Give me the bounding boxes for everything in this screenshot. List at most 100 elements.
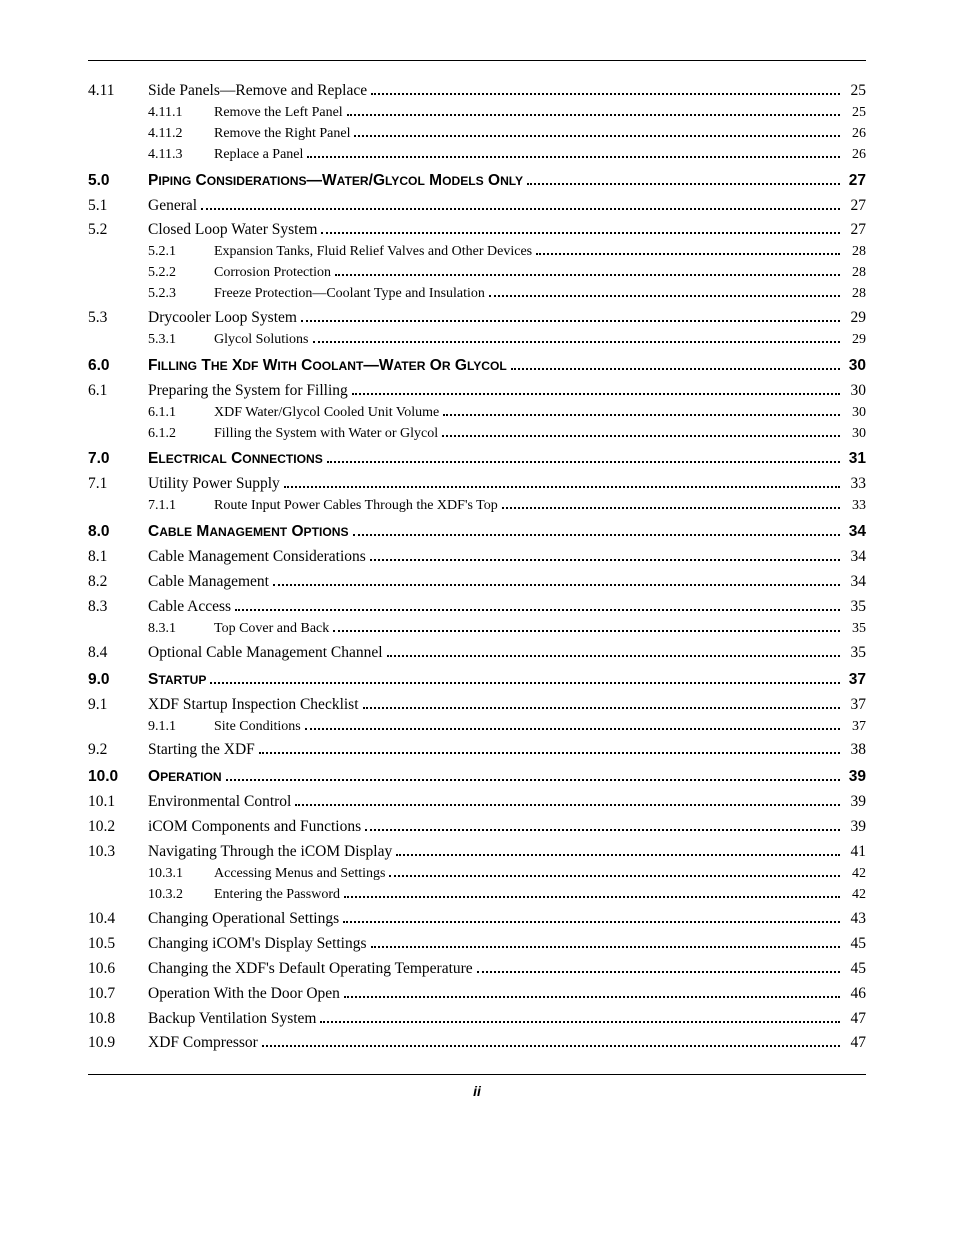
toc-entry-title-leader: Site Conditions	[214, 718, 844, 737]
toc-entry-number: 5.2.3	[148, 285, 200, 304]
toc-entry-title-leader: XDF Compressor	[148, 1033, 844, 1054]
toc-entry-title: ELECTRICAL CONNECTIONS	[148, 449, 323, 470]
toc-entry: 6.1.2Filling the System with Water or Gl…	[88, 425, 866, 444]
toc-entry-page: 34	[844, 572, 866, 593]
toc-entry: 10.9XDF Compressor 47	[88, 1033, 866, 1054]
toc-entry-title: Optional Cable Management Channel	[148, 643, 383, 664]
toc-entry-page: 29	[844, 331, 866, 350]
toc-entry: 10.1Environmental Control 39	[88, 792, 866, 813]
toc-entry-page: 47	[844, 1009, 866, 1030]
toc-entry-title-leader: Replace a Panel	[214, 146, 844, 165]
toc-entry-title-leader: Changing iCOM's Display Settings	[148, 934, 844, 955]
dot-leader	[307, 149, 840, 157]
toc-entry-page: 47	[844, 1033, 866, 1054]
toc-entry-title: General	[148, 196, 197, 217]
toc-entry-title: Preparing the System for Filling	[148, 381, 348, 402]
toc-entry-page: 34	[844, 547, 866, 568]
toc-entry-page: 26	[844, 125, 866, 144]
toc-entry-title-leader: Optional Cable Management Channel	[148, 643, 844, 664]
dot-leader	[511, 361, 840, 370]
toc-entry-page: 35	[844, 597, 866, 618]
toc-entry: 8.1Cable Management Considerations 34	[88, 547, 866, 568]
toc-entry-title: Drycooler Loop System	[148, 308, 297, 329]
dot-leader	[502, 501, 840, 509]
dot-leader	[443, 407, 840, 415]
toc-entry-title-leader: Navigating Through the iCOM Display	[148, 842, 844, 863]
toc-entry-page: 30	[844, 425, 866, 444]
toc-entry-number: 9.2	[88, 740, 148, 761]
toc-entry-title: Route Input Power Cables Through the XDF…	[214, 497, 498, 516]
toc-entry: 10.8Backup Ventilation System 47	[88, 1009, 866, 1030]
toc-entry-number: 6.1.2	[148, 425, 200, 444]
dot-leader	[226, 772, 840, 781]
dot-leader	[477, 963, 840, 972]
toc-entry: 5.2.1Expansion Tanks, Fluid Relief Valve…	[88, 243, 866, 262]
toc-entry-number: 9.0	[88, 670, 148, 691]
toc-entry-page: 43	[844, 909, 866, 930]
toc-entry: 5.2.3Freeze Protection—Coolant Type and …	[88, 285, 866, 304]
dot-leader	[301, 313, 840, 322]
toc-entry-number: 7.0	[88, 449, 148, 470]
toc-entry-number: 5.2	[88, 220, 148, 241]
toc-entry-title-leader: iCOM Components and Functions	[148, 817, 844, 838]
toc-entry-page: 39	[844, 792, 866, 813]
dot-leader	[344, 988, 840, 997]
dot-leader	[210, 674, 840, 683]
toc-entry: 8.0CABLE MANAGEMENT OPTIONS 34	[88, 522, 866, 543]
toc-entry-page: 42	[844, 865, 866, 884]
toc-entry-title: Replace a Panel	[214, 146, 303, 165]
toc-entry: 5.2.2Corrosion Protection 28	[88, 264, 866, 283]
toc-entry-page: 26	[844, 146, 866, 165]
toc-entry: 7.0ELECTRICAL CONNECTIONS 31	[88, 449, 866, 470]
toc-entry-title-leader: XDF Startup Inspection Checklist	[148, 695, 844, 716]
toc-entry: 10.4Changing Operational Settings 43	[88, 909, 866, 930]
toc-entry-number: 10.2	[88, 817, 148, 838]
toc-entry: 9.1.1Site Conditions 37	[88, 718, 866, 737]
toc-entry: 10.3.2Entering the Password 42	[88, 886, 866, 905]
toc-entry-title: Changing Operational Settings	[148, 909, 339, 930]
toc-entry-page: 35	[844, 620, 866, 639]
toc-entry: 10.7Operation With the Door Open 46	[88, 984, 866, 1005]
toc-entry-title-leader: Closed Loop Water System	[148, 220, 844, 241]
dot-leader	[389, 869, 840, 877]
toc-entry-page: 33	[844, 474, 866, 495]
toc-entry: 5.1General 27	[88, 196, 866, 217]
toc-entry-title: Utility Power Supply	[148, 474, 280, 495]
toc-entry: 5.3Drycooler Loop System 29	[88, 308, 866, 329]
toc-entry-title: Operation With the Door Open	[148, 984, 340, 1005]
toc-entry-page: 37	[844, 695, 866, 716]
toc-entry: 10.6Changing the XDF's Default Operating…	[88, 959, 866, 980]
toc-entry-page: 33	[844, 497, 866, 516]
toc-entry-title-leader: Cable Management	[148, 572, 844, 593]
toc-entry: 7.1Utility Power Supply 33	[88, 474, 866, 495]
toc-entry-page: 37	[844, 670, 866, 691]
toc-entry-number: 6.1	[88, 381, 148, 402]
toc-entry-title: Navigating Through the iCOM Display	[148, 842, 392, 863]
toc-entry-number: 10.1	[88, 792, 148, 813]
toc-entry-title: Backup Ventilation System	[148, 1009, 316, 1030]
toc-entry-page: 42	[844, 886, 866, 905]
toc-entry-number: 5.3.1	[148, 331, 200, 350]
toc-entry: 5.0PIPING CONSIDERATIONS—WATER/GLYCOL MO…	[88, 171, 866, 192]
toc-entry-title-leader: Side Panels—Remove and Replace	[148, 81, 844, 102]
toc-entry-number: 5.2.2	[148, 264, 200, 283]
toc-entry-number: 4.11.3	[148, 146, 200, 165]
toc-entry-number: 8.2	[88, 572, 148, 593]
toc-entry-page: 39	[844, 817, 866, 838]
toc-entry: 8.3.1Top Cover and Back 35	[88, 620, 866, 639]
toc-entry: 5.3.1 Glycol Solutions 29	[88, 331, 866, 350]
toc-entry: 10.0OPERATION 39	[88, 767, 866, 788]
dot-leader	[335, 268, 840, 276]
dot-leader	[333, 624, 840, 632]
dot-leader	[284, 479, 840, 488]
toc-entry: 6.1.1XDF Water/Glycol Cooled Unit Volume…	[88, 404, 866, 423]
toc-entry-title-leader: STARTUP	[148, 670, 844, 691]
toc-entry-title: STARTUP	[148, 670, 206, 691]
toc-entry-title-leader: Glycol Solutions	[214, 331, 844, 350]
toc-entry: 8.3Cable Access 35	[88, 597, 866, 618]
top-horizontal-rule	[88, 60, 866, 61]
toc-entry-title: XDF Water/Glycol Cooled Unit Volume	[214, 404, 439, 423]
toc-entry-title: Cable Management Considerations	[148, 547, 366, 568]
dot-leader	[262, 1038, 840, 1047]
toc-entry: 5.2Closed Loop Water System 27	[88, 220, 866, 241]
